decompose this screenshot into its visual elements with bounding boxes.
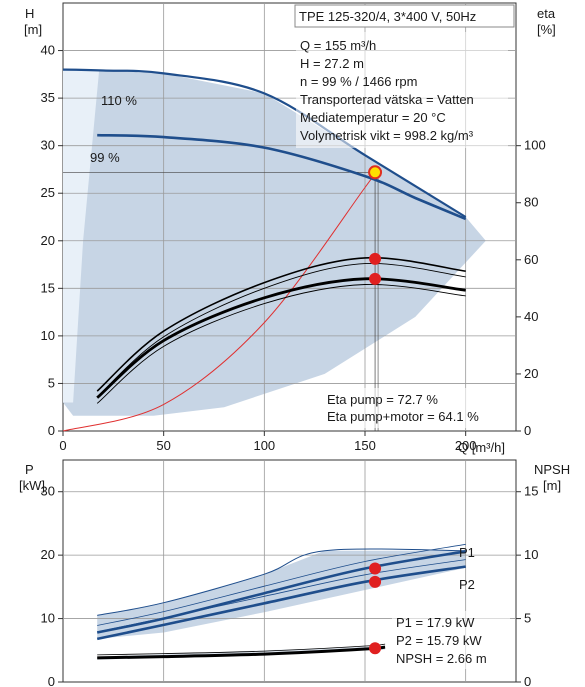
tick-label-right: 80 xyxy=(524,195,538,210)
bottom-right-axis-label-line1: NPSH xyxy=(534,462,570,477)
bottom-curves xyxy=(96,543,466,660)
top-curves xyxy=(62,68,467,432)
top-operating-range xyxy=(63,69,486,416)
power-operating-point-marker xyxy=(369,642,382,655)
tick-label-x: 50 xyxy=(156,438,170,453)
tick-label-right: 40 xyxy=(524,309,538,324)
tick-label-x: 0 xyxy=(59,438,66,453)
npsh-text: NPSH = 2.66 m xyxy=(396,651,487,666)
power-p1-text: P1 = 17.9 kW xyxy=(396,615,475,630)
eta-pump-text: Eta pump = 72.7 % xyxy=(327,392,438,407)
eta-pump-motor-text: Eta pump+motor = 64.1 % xyxy=(327,409,479,424)
curve-0 xyxy=(62,68,467,218)
tick-label-left: 25 xyxy=(41,185,55,200)
top-ticks: 0 5 10 15 20 25 30 35 40 0 20 40 60 80 100 0 50 100 150 200 xyxy=(41,43,546,453)
info-line-flow: Q = 155 m³/h xyxy=(300,38,376,53)
system-curve xyxy=(62,170,377,432)
tick-label-right: 15 xyxy=(524,484,538,499)
tick-label-right: 60 xyxy=(524,252,538,267)
curve-3 xyxy=(96,277,466,399)
bottom-curve-0-companion xyxy=(97,543,466,626)
top-left-axis-label-line2: [m] xyxy=(24,22,42,37)
curve-2 xyxy=(96,256,466,392)
info-line-temperature: Mediatemperatur = 20 °C xyxy=(300,110,446,125)
tick-label-left: 20 xyxy=(41,233,55,248)
chart-title: TPE 125-320/4, 3*400 V, 50Hz xyxy=(299,9,476,24)
bottom-curve-1-companion xyxy=(97,559,466,633)
top-right-axis-label-line1: eta xyxy=(537,6,556,21)
info-line-liquid: Transporterad vätska = Vatten xyxy=(300,92,474,107)
curve-label-110: 110 % xyxy=(101,93,137,108)
tick-label-left: 20 xyxy=(41,547,55,562)
top-left-axis-label-line1: H xyxy=(25,6,34,21)
tick-label-right: 100 xyxy=(524,138,546,153)
power-p2-text: P2 = 15.79 kW xyxy=(396,633,482,648)
tick-label-left: 0 xyxy=(48,674,55,687)
info-box-background xyxy=(296,32,508,148)
power-operating-point-marker xyxy=(369,575,382,588)
info-line-head: H = 27.2 m xyxy=(300,56,364,71)
bottom-curve-1 xyxy=(96,565,466,641)
tick-label-x: 200 xyxy=(455,438,477,453)
operating-point-marker xyxy=(369,252,382,265)
tick-label-right: 10 xyxy=(524,547,538,562)
tick-label-left: 30 xyxy=(41,484,55,499)
bottom-curve-0 xyxy=(96,550,466,634)
bottom-left-axis-label-line1: P xyxy=(25,462,34,477)
curve-1 xyxy=(97,133,467,221)
tick-label-left: 5 xyxy=(48,375,55,390)
low-flow-band xyxy=(63,69,100,403)
info-line-density: Volymetrisk vikt = 998.2 kg/m³ xyxy=(300,128,474,143)
tick-label-left: 30 xyxy=(41,138,55,153)
tick-label-right: 0 xyxy=(524,674,531,687)
power-operating-point-marker xyxy=(369,562,382,575)
chart-title-box xyxy=(294,4,515,28)
power-band-upper-edge xyxy=(97,548,466,616)
curve-label-p2: P2 xyxy=(459,577,475,592)
tick-label-left: 15 xyxy=(41,280,55,295)
operating-point-marker xyxy=(368,165,383,180)
tick-label-right: 5 xyxy=(524,611,531,626)
tick-label-left: 10 xyxy=(41,611,55,626)
bottom-right-axis-label-line2: [m] xyxy=(543,478,561,493)
curve-3-companion xyxy=(96,284,466,404)
top-right-axis-label-line2: [%] xyxy=(537,22,556,37)
info-line-speed: n = 99 % / 1466 rpm xyxy=(300,74,417,89)
tick-label-x: 100 xyxy=(253,438,275,453)
tick-label-right: 0 xyxy=(524,423,531,438)
tick-label-left: 40 xyxy=(41,43,55,58)
operating-point-marker xyxy=(369,272,382,285)
bottom-ticks: 0 10 20 30 0 5 10 15 xyxy=(41,484,539,687)
tick-label-left: 35 xyxy=(41,90,55,105)
efficiency-box-background xyxy=(323,388,506,428)
operating-range-band xyxy=(63,69,486,416)
tick-label-left: 0 xyxy=(48,423,55,438)
tick-label-left: 10 xyxy=(41,328,55,343)
curve-2-companion xyxy=(96,262,466,398)
tick-label-x: 150 xyxy=(354,438,376,453)
curve-label-99: 99 % xyxy=(90,150,120,165)
tick-label-right: 20 xyxy=(524,366,538,381)
bottom-left-axis-label-line2: [kW] xyxy=(19,478,45,493)
curve-label-p1: P1 xyxy=(459,545,475,560)
top-x-axis-label: Q [m³/h] xyxy=(458,440,505,455)
power-box-background xyxy=(392,611,510,669)
